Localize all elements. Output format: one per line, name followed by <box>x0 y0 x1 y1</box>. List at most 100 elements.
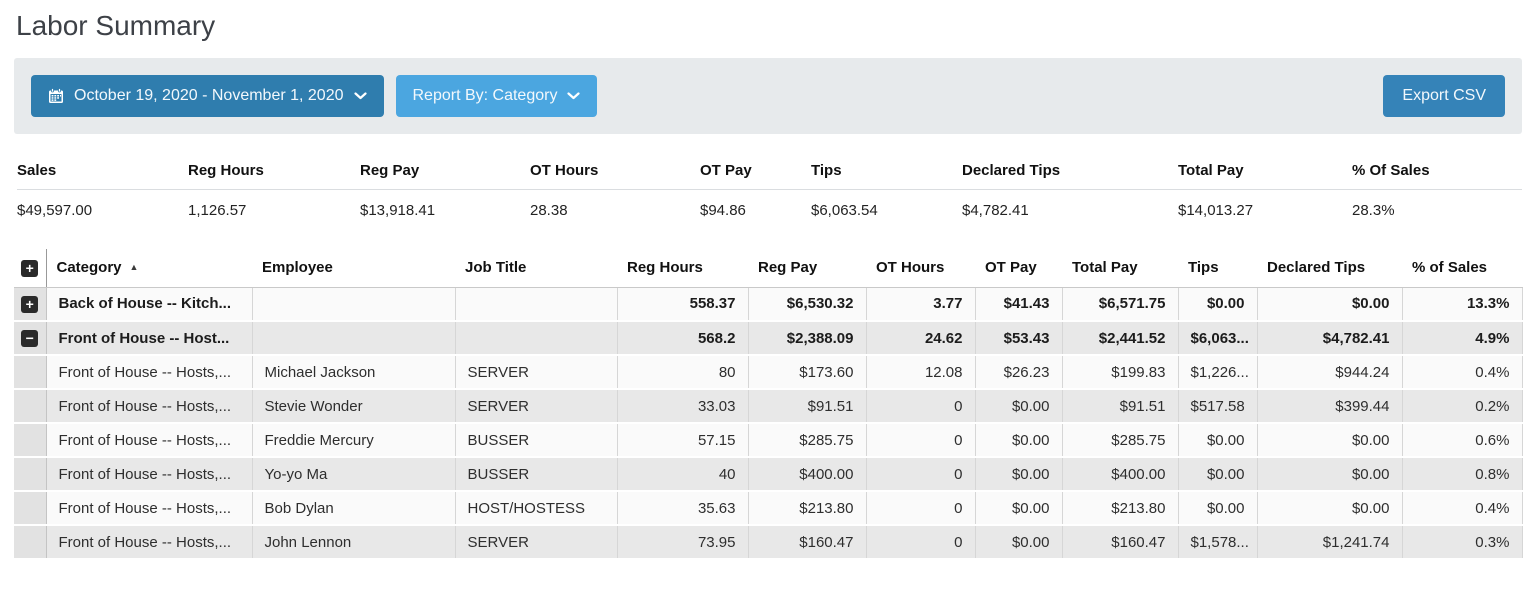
cell-pct-of-sales: 13.3% <box>1402 287 1523 323</box>
cell-reg-hours: 40 <box>617 457 749 493</box>
cell-total-pay: $285.75 <box>1062 423 1179 459</box>
cell-ot-pay: $53.43 <box>975 321 1063 357</box>
summary-stat-label: Total Pay <box>1178 162 1244 180</box>
cell-ot-pay: $0.00 <box>975 457 1063 493</box>
cell-total-pay: $400.00 <box>1062 457 1179 493</box>
summary-stat-label: Reg Hours <box>188 162 264 180</box>
cell-reg-pay: $400.00 <box>748 457 867 493</box>
cell-ot-hours: 24.62 <box>866 321 976 357</box>
cell-pct-of-sales: 0.3% <box>1402 525 1523 561</box>
cell-ot-hours: 0 <box>866 423 976 459</box>
expand-all-header[interactable]: + <box>14 249 47 288</box>
table-row: Front of House -- Hosts,... Michael Jacks… <box>14 355 1523 391</box>
cell-reg-hours: 80 <box>617 355 749 391</box>
cell-reg-pay: $91.51 <box>748 389 867 425</box>
cell-employee: Stevie Wonder <box>252 389 456 425</box>
summary-stat-value: $6,063.54 <box>811 202 878 220</box>
cell-ot-pay: $0.00 <box>975 423 1063 459</box>
date-range-button[interactable]: October 19, 2020 - November 1, 2020 <box>31 75 384 118</box>
column-header-category[interactable]: Category ▲ <box>46 249 252 288</box>
expand-row-icon[interactable]: + <box>21 295 39 313</box>
cell-reg-pay: $173.60 <box>748 355 867 391</box>
summary-stat-value: $94.86 <box>700 202 746 220</box>
summary-stat-label: Declared Tips <box>962 162 1061 180</box>
cell-reg-hours: 558.37 <box>617 287 749 323</box>
cell-reg-hours: 568.2 <box>617 321 749 357</box>
cell-category: Front of House -- Hosts,... <box>46 457 253 493</box>
summary-stat-value: $4,782.41 <box>962 202 1029 220</box>
table-body: + Back of House -- Kitch... 558.37 $6,530.3… <box>14 287 1523 561</box>
table-header-row: + Category ▲ Employee Job Title Reg Hours… <box>14 249 1522 288</box>
column-header-reg-hours[interactable]: Reg Hours <box>617 249 748 288</box>
column-header-ot-pay[interactable]: OT Pay <box>975 249 1062 288</box>
row-expand-cell: − <box>14 321 47 357</box>
cell-declared-tips: $1,241.74 <box>1257 525 1403 561</box>
cell-reg-pay: $160.47 <box>748 525 867 561</box>
cell-employee: Freddie Mercury <box>252 423 456 459</box>
column-header-reg-pay[interactable]: Reg Pay <box>748 249 866 288</box>
cell-job-title: SERVER <box>455 355 618 391</box>
summary-bar: Sales Reg Hours Reg Pay OT Hours OT Pay Tips D… <box>14 160 1522 221</box>
date-range-label: October 19, 2020 - November 1, 2020 <box>74 87 344 105</box>
cell-ot-pay: $0.00 <box>975 491 1063 527</box>
cell-tips: $0.00 <box>1178 287 1258 323</box>
cell-declared-tips: $0.00 <box>1257 287 1403 323</box>
cell-tips: $0.00 <box>1178 491 1258 527</box>
cell-ot-hours: 12.08 <box>866 355 976 391</box>
report-by-label: Report By: Category <box>412 87 558 105</box>
group-row: − Front of House -- Host... 568.2 $2,388.09… <box>14 321 1523 357</box>
row-expand-cell <box>14 355 47 391</box>
cell-ot-hours: 0 <box>866 491 976 527</box>
cell-tips: $517.58 <box>1178 389 1258 425</box>
summary-values-row: $49,597.00 1,126.57 $13,918.41 28.38 $94.86 $… <box>17 200 1522 221</box>
cell-employee: Bob Dylan <box>252 491 456 527</box>
cell-category: Back of House -- Kitch... <box>46 287 253 323</box>
cell-declared-tips: $0.00 <box>1257 491 1403 527</box>
chevron-down-icon <box>567 92 581 100</box>
column-header-employee[interactable]: Employee <box>252 249 455 288</box>
table-row: Front of House -- Hosts,... John Lennon SE… <box>14 525 1523 561</box>
cell-category: Front of House -- Hosts,... <box>46 423 253 459</box>
collapse-row-icon[interactable]: − <box>21 329 39 347</box>
cell-total-pay: $2,441.52 <box>1062 321 1179 357</box>
cell-ot-pay: $41.43 <box>975 287 1063 323</box>
summary-labels-row: Sales Reg Hours Reg Pay OT Hours OT Pay Tips D… <box>17 160 1522 181</box>
row-expand-cell: + <box>14 287 47 323</box>
cell-ot-hours: 3.77 <box>866 287 976 323</box>
row-expand-cell <box>14 423 47 459</box>
column-header-tips[interactable]: Tips <box>1178 249 1257 288</box>
cell-ot-pay: $0.00 <box>975 389 1063 425</box>
summary-stat-value: 28.38 <box>530 202 568 220</box>
cell-tips: $0.00 <box>1178 423 1258 459</box>
column-header-ot-hours[interactable]: OT Hours <box>866 249 975 288</box>
cell-reg-hours: 73.95 <box>617 525 749 561</box>
cell-reg-pay: $213.80 <box>748 491 867 527</box>
chevron-down-icon <box>353 92 367 100</box>
column-header-declared-tips[interactable]: Declared Tips <box>1257 249 1402 288</box>
cell-tips: $6,063... <box>1178 321 1258 357</box>
column-header-job-title[interactable]: Job Title <box>455 249 617 288</box>
cell-declared-tips: $0.00 <box>1257 457 1403 493</box>
row-expand-cell <box>14 389 47 425</box>
report-by-button[interactable]: Report By: Category <box>395 75 598 118</box>
summary-stat-label: OT Pay <box>700 162 752 180</box>
cell-employee <box>252 287 456 323</box>
table-row: Front of House -- Hosts,... Bob Dylan HOST… <box>14 491 1523 527</box>
cell-employee: John Lennon <box>252 525 456 561</box>
export-csv-button[interactable]: Export CSV <box>1383 75 1505 118</box>
table-row: Front of House -- Hosts,... Stevie Wonder… <box>14 389 1523 425</box>
expand-all-icon[interactable]: + <box>21 259 39 277</box>
cell-category: Front of House -- Hosts,... <box>46 525 253 561</box>
column-header-pct-of-sales[interactable]: % of Sales <box>1402 249 1522 288</box>
row-expand-cell <box>14 491 47 527</box>
cell-job-title <box>455 287 618 323</box>
cell-job-title: SERVER <box>455 389 618 425</box>
cell-ot-pay: $0.00 <box>975 525 1063 561</box>
column-header-total-pay[interactable]: Total Pay <box>1062 249 1178 288</box>
cell-ot-hours: 0 <box>866 457 976 493</box>
cell-tips: $1,226... <box>1178 355 1258 391</box>
cell-tips: $0.00 <box>1178 457 1258 493</box>
sort-asc-icon: ▲ <box>129 262 139 273</box>
cell-declared-tips: $0.00 <box>1257 423 1403 459</box>
cell-job-title: BUSSER <box>455 423 618 459</box>
